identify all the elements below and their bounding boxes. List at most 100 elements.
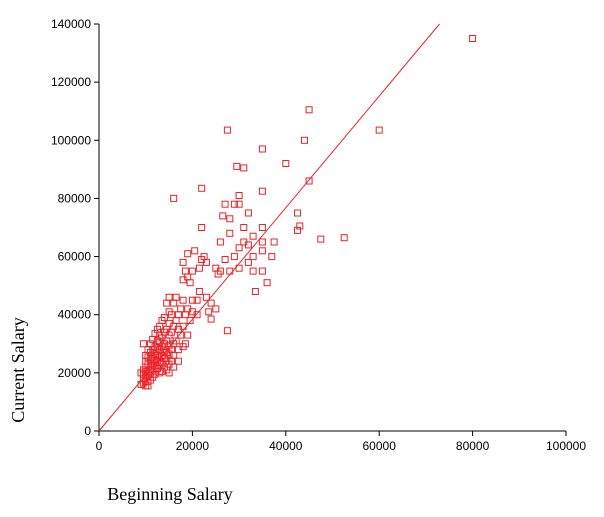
data-point <box>294 209 301 217</box>
y-tick-label: 140000 <box>51 17 91 31</box>
data-point <box>282 160 290 167</box>
data-point <box>179 296 187 304</box>
y-tick-label: 120000 <box>51 75 91 89</box>
data-point <box>258 247 266 255</box>
data-point <box>301 136 308 144</box>
data-point <box>184 331 192 339</box>
data-point <box>258 238 266 246</box>
data-point <box>195 288 203 295</box>
data-point <box>294 226 301 234</box>
data-point <box>179 258 187 266</box>
data-point <box>270 238 278 246</box>
data-point <box>186 317 194 324</box>
data-point <box>188 267 196 275</box>
data-point <box>221 256 229 263</box>
data-point <box>258 267 266 275</box>
data-point <box>160 347 168 355</box>
data-point <box>263 279 271 287</box>
data-point <box>258 145 266 153</box>
x-tick-label: 100000 <box>546 439 586 453</box>
data-point <box>165 293 173 301</box>
data-point <box>174 357 182 365</box>
x-axis-title: Beginning Salary <box>107 484 232 504</box>
x-tick-label: 20000 <box>176 439 210 453</box>
data-point <box>205 308 213 316</box>
data-point <box>188 296 196 304</box>
data-point <box>240 238 248 246</box>
data-point <box>305 106 313 114</box>
data-point <box>212 264 220 272</box>
data-point <box>139 379 147 387</box>
data-point <box>375 126 383 134</box>
data-point <box>221 200 229 208</box>
data-point <box>195 264 203 272</box>
data-point <box>233 162 241 170</box>
data-point <box>181 311 189 319</box>
data-point <box>177 305 185 313</box>
data-point <box>230 200 238 208</box>
data-point <box>174 311 182 319</box>
data-point <box>153 325 161 333</box>
data-point <box>240 224 248 231</box>
y-axis-title: Current Salary <box>8 317 28 422</box>
data-point <box>186 279 194 287</box>
x-tick-label: 60000 <box>363 439 397 453</box>
data-point <box>216 238 224 246</box>
data-point <box>179 276 187 284</box>
data-point <box>340 234 348 242</box>
data-point <box>235 264 243 272</box>
data-point <box>249 267 257 275</box>
data-point <box>219 212 227 220</box>
data-point <box>163 299 171 307</box>
y-tick-label: 0 <box>84 424 91 438</box>
data-point <box>193 296 201 304</box>
data-point <box>226 267 234 275</box>
data-point <box>469 35 477 42</box>
data-point <box>139 370 147 378</box>
data-point <box>207 299 215 307</box>
data-point <box>226 215 234 223</box>
data-point <box>249 232 257 240</box>
data-point <box>198 256 206 263</box>
data-point <box>251 288 259 295</box>
data-point <box>172 317 180 324</box>
data-points-layer <box>137 35 477 390</box>
data-point <box>181 267 189 275</box>
data-point <box>226 229 234 237</box>
data-point <box>149 335 157 343</box>
x-tick-label: 40000 <box>269 439 303 453</box>
x-tick-label: 80000 <box>456 439 490 453</box>
data-point <box>207 315 215 323</box>
data-point <box>317 235 325 243</box>
data-point <box>151 362 159 370</box>
y-tick-label: 60000 <box>58 250 92 264</box>
data-point <box>170 299 178 307</box>
data-point <box>235 192 243 199</box>
y-tick-label: 100000 <box>51 133 91 147</box>
y-tick-label: 40000 <box>58 308 92 322</box>
data-point <box>191 247 199 255</box>
data-point <box>184 250 192 258</box>
data-point <box>156 369 164 377</box>
data-point <box>240 164 248 172</box>
x-tick-label: 0 <box>96 439 103 453</box>
data-point <box>174 346 182 354</box>
data-point <box>165 308 173 316</box>
data-point <box>258 224 266 231</box>
data-point <box>268 253 276 261</box>
data-point <box>198 184 206 192</box>
data-point <box>230 253 238 261</box>
data-point <box>165 341 173 349</box>
data-point <box>223 327 231 335</box>
data-point <box>296 222 304 230</box>
data-point <box>235 244 243 252</box>
data-point <box>198 224 206 231</box>
data-point <box>249 253 257 261</box>
data-point <box>172 293 180 301</box>
data-point <box>144 353 152 361</box>
data-point <box>244 209 252 217</box>
y-tick-label: 80000 <box>58 191 92 205</box>
data-point <box>202 293 210 301</box>
